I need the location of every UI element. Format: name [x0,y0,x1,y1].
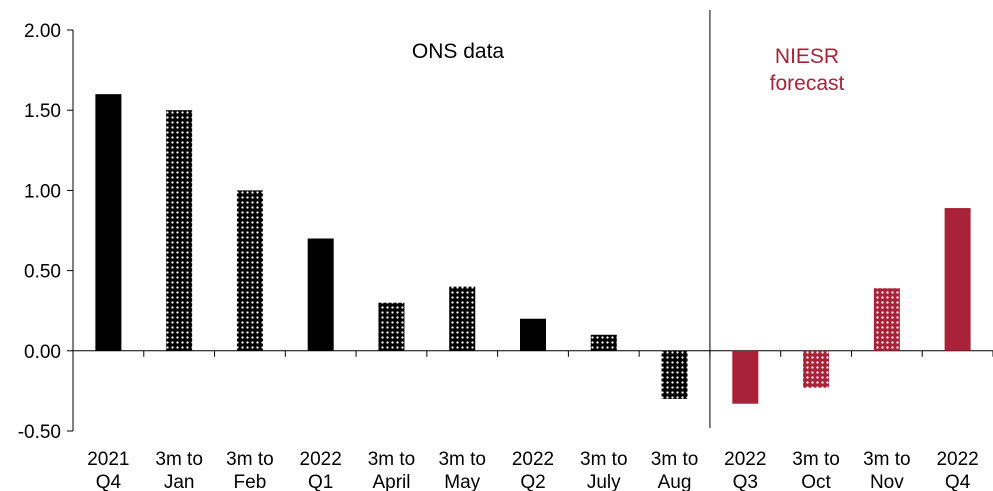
x-category-label: 3m to [226,449,274,470]
x-category-label: Q2 [520,472,545,491]
x-category-label: 3m to [651,449,699,470]
bar-2 [166,110,193,351]
axes-layer [67,10,993,432]
y-tick-label: 2.00 [24,21,61,42]
x-category-label: Feb [234,472,267,491]
niesr-forecast-annotation: forecast [770,72,845,95]
x-category-label: Aug [658,472,692,491]
y-tick-label: -0.50 [18,422,61,443]
bar-13 [944,208,971,351]
x-category-label: Q4 [945,472,971,491]
x-category-label: 3m to [155,449,203,470]
x-category-label: 3m to [368,449,416,470]
x-category-label: Q1 [308,472,333,491]
x-category-label: April [372,472,410,491]
bar-6 [449,286,476,351]
bar-7 [520,318,546,351]
x-category-label: Nov [870,472,904,491]
x-category-label: Q4 [96,472,122,491]
bar-1 [95,94,122,351]
y-tick-label: 0.50 [24,262,61,283]
x-category-label: May [444,472,480,491]
bar-8 [590,334,617,351]
x-category-label: 2022 [512,449,554,470]
bar-9 [661,350,688,399]
labels-layer: 2.00 1.50 1.00 0.50 0.00 -0.50 2021 Q4 3m to Jan 3… [18,21,979,491]
bar-4 [307,238,334,351]
bar-10 [732,350,759,404]
x-category-label: 2022 [936,449,978,470]
bar-3 [236,190,263,351]
bar-5 [378,302,405,351]
y-tick-label: 1.00 [24,181,61,202]
x-category-label: Q3 [733,472,758,491]
x-category-label: 2022 [724,449,766,470]
x-category-label: 3m to [863,449,911,470]
y-tick-label: 0.00 [24,342,61,363]
bar-11 [803,350,830,388]
x-category-label: 3m to [580,449,628,470]
y-tick-label: 1.50 [24,101,61,122]
x-category-label: Oct [801,472,831,491]
x-category-label: 3m to [438,449,486,470]
x-category-label: 3m to [792,449,840,470]
bars-layer [95,94,971,404]
x-category-label: July [587,472,621,491]
ons-data-annotation: ONS data [412,40,505,63]
bar-12 [873,288,900,351]
x-category-label: Jan [164,472,195,491]
x-category-label: 2021 [87,449,129,470]
x-category-label: 2022 [300,449,342,470]
niesr-forecast-annotation: NIESR [775,45,839,68]
